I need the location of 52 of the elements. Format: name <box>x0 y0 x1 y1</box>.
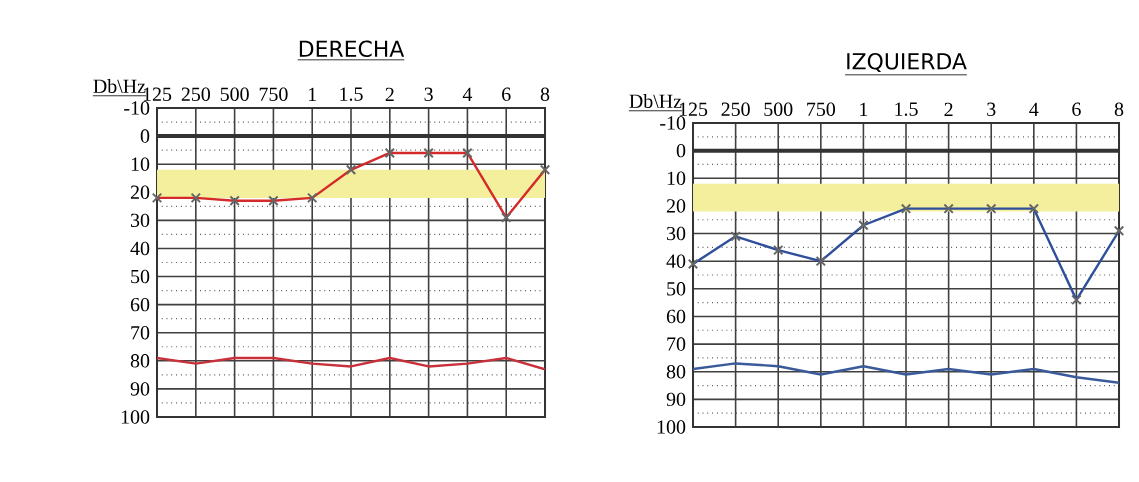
y-tick-label: 0 <box>140 129 150 143</box>
x-tick-label: 4 <box>462 87 473 101</box>
y-tick-label: 90 <box>666 392 686 407</box>
y-tick-label: 60 <box>130 297 150 312</box>
y-tick-label: 50 <box>131 269 150 284</box>
y-tick-label: 10 <box>131 157 150 171</box>
y-tick-label: 80 <box>130 354 150 368</box>
y-tick-label: 40 <box>666 254 686 268</box>
y-tick-label: 100 <box>121 410 150 424</box>
y-tick-label: -10 <box>660 116 686 130</box>
y-axis-title: Db\Hz <box>93 78 146 93</box>
line-series <box>693 362 1120 384</box>
y-tick-label: 90 <box>130 382 150 396</box>
chart-title: DERECHA <box>299 40 405 58</box>
x-tick-label: 750 <box>807 102 836 116</box>
x-tick-label: 4 <box>1029 102 1039 116</box>
y-tick-label: 0 <box>676 143 686 158</box>
x-tick-label: 1.5 <box>895 102 918 116</box>
y-tick-label: 10 <box>667 171 686 185</box>
line-series <box>157 356 546 371</box>
x-tick-label: 1 <box>308 87 317 101</box>
x-tick-label: 1.5 <box>340 87 363 101</box>
y-tick-label: 70 <box>131 326 150 340</box>
x-tick-label: 1 <box>860 102 868 116</box>
y-tick-label: 40 <box>130 241 150 256</box>
y-tick-label: 30 <box>131 213 150 228</box>
y-tick-label: -10 <box>124 101 150 115</box>
x-tick-label: 125 <box>679 102 708 116</box>
x-tick-label: 3 <box>987 102 996 116</box>
x-tick-label: 2 <box>944 102 953 116</box>
y-tick-label: 30 <box>667 226 686 241</box>
y-tick-label: 70 <box>667 337 686 351</box>
y-tick-label: 20 <box>130 185 150 199</box>
x-tick-label: 250 <box>181 87 211 101</box>
x-tick-label: 8 <box>1114 102 1124 116</box>
y-tick-label: 50 <box>667 282 686 296</box>
chart-title: IZQUIERDA <box>847 52 967 73</box>
y-tick-label: 60 <box>666 309 686 324</box>
x-tick-label: 2 <box>385 87 394 101</box>
x-tick-label: 500 <box>764 102 793 116</box>
x-tick-label: 6 <box>1072 102 1081 116</box>
y-axis-title: Db\Hz <box>629 93 682 108</box>
x-tick-label: 500 <box>220 87 249 101</box>
x-tick-label: 3 <box>424 87 433 101</box>
x-tick-label: 8 <box>540 87 550 101</box>
x-tick-label: 6 <box>502 87 511 101</box>
y-tick-label: 100 <box>657 420 686 434</box>
x-tick-label: 125 <box>143 87 172 101</box>
x-tick-label: 750 <box>259 87 288 101</box>
y-tick-label: 20 <box>666 199 686 213</box>
x-tick-label: 250 <box>721 102 750 116</box>
y-tick-label: 80 <box>666 365 686 379</box>
